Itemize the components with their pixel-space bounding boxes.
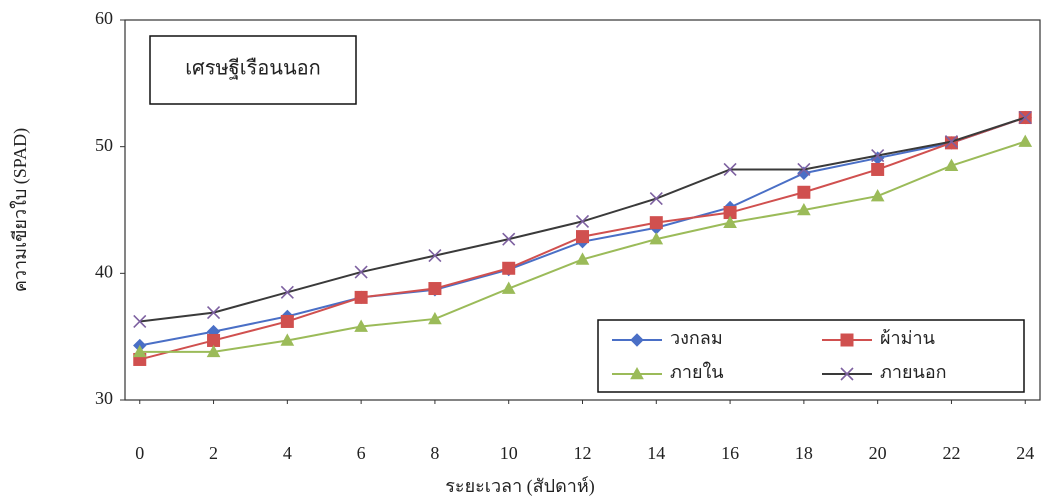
x-tick-label: 24 bbox=[1016, 443, 1034, 463]
x-tick-label: 22 bbox=[942, 443, 960, 463]
data-point bbox=[797, 202, 811, 216]
data-point bbox=[649, 216, 663, 230]
x-tick-label: 2 bbox=[209, 443, 218, 463]
data-point bbox=[575, 214, 590, 228]
data-point bbox=[649, 232, 664, 245]
x-tick-label: 8 bbox=[430, 443, 439, 463]
x-tick-label: 16 bbox=[721, 443, 739, 463]
data-point bbox=[575, 252, 590, 265]
x-tick-label: 14 bbox=[647, 443, 665, 463]
legend-marker bbox=[840, 367, 854, 381]
y-axis-label: ความเขียวใบ (SPAD) bbox=[9, 128, 31, 292]
legend-label: ภายนอก bbox=[880, 362, 947, 382]
data-point bbox=[280, 333, 295, 346]
data-point bbox=[428, 249, 442, 263]
data-point bbox=[207, 333, 221, 347]
data-point bbox=[871, 162, 885, 176]
data-point bbox=[206, 306, 221, 320]
data-point bbox=[797, 185, 811, 199]
data-point bbox=[649, 192, 663, 206]
legend-label: ผ้าม่าน bbox=[880, 328, 935, 348]
data-point bbox=[501, 281, 516, 294]
legend-marker bbox=[630, 366, 644, 380]
data-point bbox=[354, 319, 368, 332]
x-axis-label: ระยะเวลา (สัปดาห์) bbox=[445, 476, 595, 497]
legend-marker bbox=[630, 333, 644, 347]
data-point bbox=[502, 232, 516, 246]
data-point bbox=[132, 344, 147, 358]
annotation-box bbox=[149, 35, 357, 105]
y-tick-label: 50 bbox=[95, 135, 113, 155]
x-tick-label: 10 bbox=[500, 443, 518, 463]
data-point bbox=[428, 311, 442, 325]
data-point bbox=[1018, 134, 1033, 147]
y-tick-label: 40 bbox=[95, 261, 113, 281]
data-point bbox=[871, 148, 885, 163]
legend-marker bbox=[840, 333, 854, 347]
data-point bbox=[206, 344, 221, 358]
data-point bbox=[354, 265, 368, 279]
x-tick-label: 20 bbox=[869, 443, 887, 463]
data-point bbox=[428, 282, 442, 296]
data-point bbox=[280, 285, 294, 299]
y-tick-label: 60 bbox=[95, 8, 113, 28]
x-tick-label: 4 bbox=[283, 443, 292, 463]
data-point bbox=[354, 290, 368, 304]
legend-box bbox=[597, 319, 1025, 393]
data-point bbox=[723, 162, 737, 177]
data-point bbox=[576, 230, 589, 244]
legend-label: วงกลม bbox=[670, 328, 723, 348]
x-tick-label: 12 bbox=[574, 443, 592, 463]
legend-label: ภายใน bbox=[670, 361, 724, 382]
data-point bbox=[944, 158, 959, 171]
annotation: เศรษฐีเรือนนอก bbox=[185, 58, 321, 80]
x-tick-label: 0 bbox=[135, 443, 144, 463]
x-tick-label: 6 bbox=[357, 443, 366, 463]
data-point bbox=[870, 189, 885, 202]
y-tick-label: 30 bbox=[95, 388, 113, 408]
series-line bbox=[139, 116, 1026, 323]
data-point bbox=[133, 314, 147, 329]
data-point bbox=[723, 215, 737, 228]
data-point bbox=[944, 135, 959, 149]
data-point bbox=[797, 162, 811, 177]
data-point bbox=[1018, 110, 1032, 125]
data-point bbox=[502, 261, 516, 275]
data-point bbox=[280, 314, 294, 328]
x-tick-label: 18 bbox=[795, 443, 813, 463]
